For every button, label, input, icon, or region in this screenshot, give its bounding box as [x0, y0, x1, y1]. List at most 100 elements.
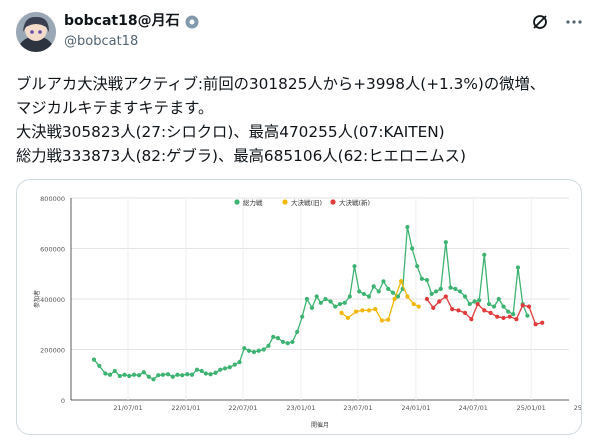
x-tick-label: 21/07/01 — [113, 404, 142, 412]
data-point — [410, 246, 415, 251]
data-point — [381, 279, 386, 284]
data-point — [520, 303, 525, 308]
data-point — [232, 362, 237, 367]
data-point — [318, 300, 323, 305]
x-axis-title: 開催月 — [311, 421, 329, 429]
legend-label: 大決戦(旧) — [291, 198, 322, 207]
data-point — [256, 348, 261, 353]
data-point — [353, 309, 359, 314]
data-point — [222, 366, 228, 371]
data-point — [496, 296, 501, 302]
data-point — [91, 357, 97, 362]
data-point — [246, 348, 252, 353]
data-point — [477, 298, 482, 303]
data-point — [261, 347, 266, 352]
data-point — [117, 373, 122, 379]
series-line — [93, 226, 529, 380]
more-icon[interactable] — [564, 12, 584, 32]
data-point — [333, 304, 338, 309]
tweet-line: 総力戦333873人(82:ゲブラ)、最高685106人(62:ヒエロニムス) — [16, 147, 466, 165]
data-point — [112, 368, 117, 374]
x-tick-label: 24/01/01 — [401, 404, 430, 412]
data-point — [339, 310, 344, 315]
data-point — [405, 294, 410, 299]
tweet-text: ブルアカ大決戦アクティブ:前回の301825人から+3998人(+1.3%)の微… — [16, 72, 586, 168]
data-point — [491, 304, 497, 309]
data-point — [347, 294, 352, 299]
avatar-image — [16, 12, 56, 52]
data-point — [314, 294, 319, 299]
data-point — [371, 284, 376, 289]
data-point — [180, 373, 185, 378]
x-tick-label: 22/07/01 — [228, 404, 257, 412]
data-point — [328, 299, 333, 304]
data-point — [467, 301, 472, 307]
display-name[interactable]: bobcat18@月石 — [64, 13, 180, 29]
data-point — [151, 377, 156, 382]
tweet-media[interactable]: 0 200000 400000 600000 800000 21/07/01 22/01/0… — [16, 179, 582, 435]
legend-label: 総力戦 — [243, 198, 263, 207]
data-point — [462, 294, 468, 299]
data-point — [419, 276, 424, 281]
data-point — [295, 329, 300, 334]
data-point — [203, 371, 208, 376]
user-handle[interactable]: @bobcat18 — [64, 34, 139, 49]
data-point — [386, 317, 391, 322]
data-point — [424, 296, 430, 302]
x-tick-label: 22/01/01 — [171, 404, 200, 412]
data-point — [376, 289, 381, 294]
data-point — [107, 372, 113, 377]
x-tick-label: 25/01/01 — [517, 404, 546, 412]
data-point — [472, 299, 477, 304]
data-point — [342, 300, 347, 305]
data-point — [285, 341, 290, 346]
avatar[interactable] — [16, 12, 56, 52]
data-point — [399, 279, 404, 284]
data-point — [495, 314, 500, 319]
grok-icon[interactable] — [530, 12, 550, 32]
data-point — [450, 307, 455, 312]
data-point — [379, 318, 384, 323]
data-point — [411, 301, 416, 307]
data-point — [390, 290, 396, 295]
data-point — [525, 313, 530, 318]
data-point — [141, 370, 146, 375]
y-tick-label: 0 — [61, 397, 65, 405]
data-point — [304, 296, 310, 302]
data-point — [515, 265, 521, 270]
y-tick-label: 400000 — [40, 296, 65, 304]
legend-swatch — [282, 199, 288, 205]
x-tick-label: 24/07/01 — [459, 404, 488, 412]
data-point — [457, 289, 463, 294]
data-point — [165, 372, 171, 377]
data-point — [146, 374, 151, 379]
data-point — [373, 307, 378, 312]
data-point — [227, 365, 232, 370]
name-row: bobcat18@月石 — [64, 12, 199, 30]
y-tick-label: 800000 — [40, 195, 65, 203]
data-point — [415, 264, 420, 269]
data-point — [511, 312, 516, 317]
tweet-line: ブルアカ大決戦アクティブ:前回の301825人から+3998人(+1.3%)の微… — [16, 75, 546, 93]
data-point — [199, 368, 204, 374]
data-point — [540, 320, 545, 325]
data-point — [97, 363, 102, 369]
data-point — [218, 367, 223, 372]
tweet-actions — [530, 12, 584, 32]
data-point — [208, 372, 213, 377]
data-point — [266, 343, 271, 348]
data-point — [405, 224, 410, 230]
data-point — [429, 291, 434, 297]
data-point — [237, 360, 242, 365]
data-point — [501, 304, 506, 309]
legend-swatch — [234, 199, 240, 205]
data-point — [103, 371, 108, 376]
data-point — [431, 305, 436, 310]
verified-gear-icon — [185, 14, 199, 29]
x-tick-label: 23/07/01 — [343, 404, 372, 412]
data-point — [175, 372, 180, 377]
data-point — [488, 310, 493, 315]
data-point — [360, 308, 365, 313]
data-point — [194, 367, 200, 372]
data-point — [131, 372, 137, 377]
